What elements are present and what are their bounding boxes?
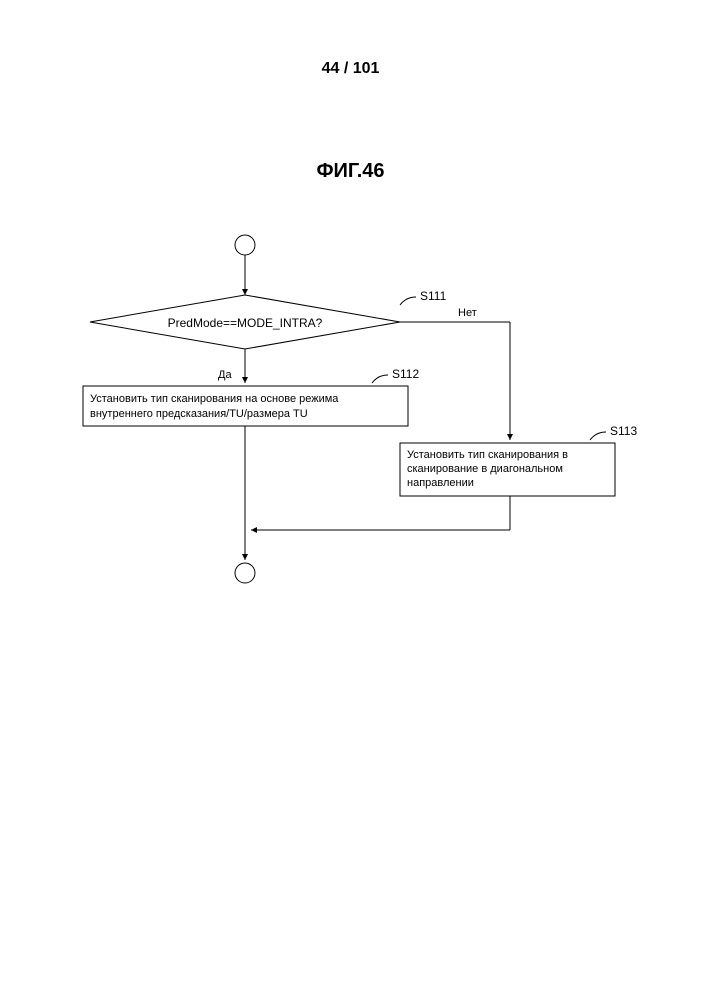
yes-label: Да (218, 369, 232, 381)
step-leader-s112 (372, 375, 388, 383)
process-yes-node (83, 386, 408, 426)
process-no-line3: направлении (407, 477, 474, 489)
end-terminal (235, 563, 255, 583)
process-yes-line2: внутреннего предсказания/TU/размера TU (90, 408, 308, 420)
process-yes-line1: Установить тип сканирования на основе ре… (90, 393, 339, 405)
process-no-line2: сканирование в диагональном (407, 463, 563, 475)
step-label-s112: S112 (392, 367, 419, 381)
start-terminal (235, 235, 255, 255)
step-label-s111: S111 (420, 289, 447, 303)
decision-text: PredMode==MODE_INTRA? (168, 316, 323, 330)
step-leader-s111 (400, 297, 416, 305)
no-label: Нет (458, 307, 477, 319)
flowchart-svg: PredMode==MODE_INTRA? S111 Нет Да Устано… (0, 0, 701, 1000)
process-no-line1: Установить тип сканирования в (407, 449, 568, 461)
step-label-s113: S113 (610, 424, 637, 438)
page-container: 44 / 101 ФИГ.46 PredMode==MODE_INTRA? S1… (0, 0, 701, 1000)
step-leader-s113 (590, 432, 606, 440)
